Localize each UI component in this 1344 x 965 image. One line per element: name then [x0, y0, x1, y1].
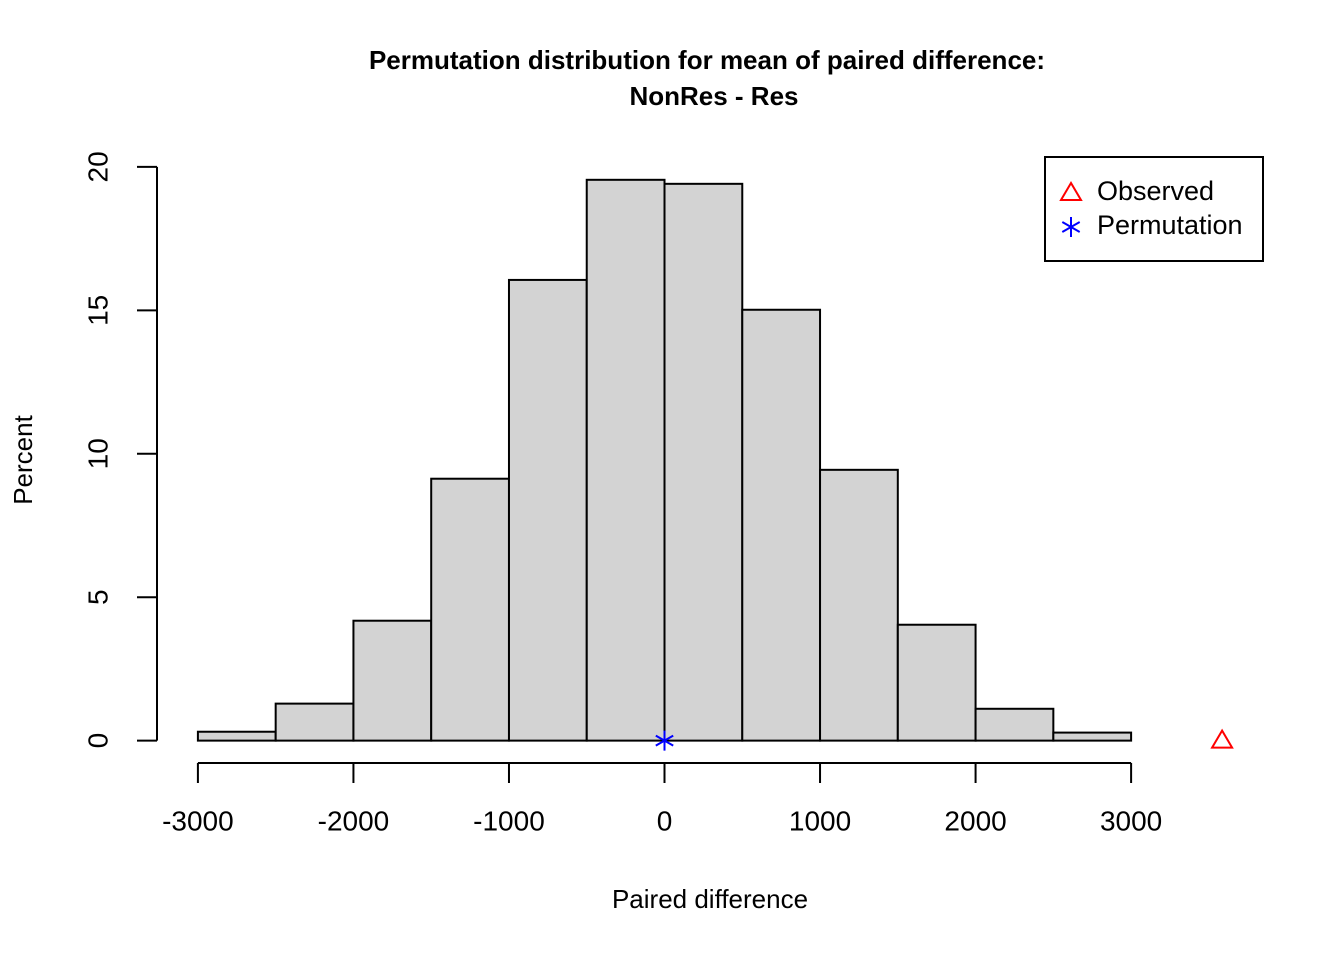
legend-box [1044, 156, 1264, 262]
chart-title: Permutation distribution for mean of pai… [369, 45, 1045, 75]
y-tick-label: 0 [82, 733, 113, 749]
legend-label: Observed [1097, 176, 1214, 206]
bar [819, 468, 899, 742]
x-tick-label: 2000 [944, 805, 1006, 836]
chart-subtitle: NonRes - Res [629, 81, 798, 111]
bar [507, 278, 588, 742]
asterisk-stroke [655, 734, 674, 747]
bar [430, 477, 510, 742]
bar [274, 702, 355, 742]
y-tick-label: 5 [82, 589, 113, 605]
triangle-marker [1059, 181, 1083, 201]
bar [196, 730, 277, 742]
triangle-shape [1059, 181, 1083, 201]
bar [663, 182, 744, 742]
x-tick-label: 0 [657, 805, 673, 836]
asterisk-marker [655, 730, 674, 751]
y-tick-label: 20 [82, 151, 113, 182]
bar [741, 308, 822, 742]
x-axis-label: Paired difference [612, 884, 808, 914]
bar [1052, 731, 1133, 742]
triangle-marker [1210, 728, 1234, 749]
asterisk-marker [1061, 217, 1081, 237]
x-tick-label: -1000 [473, 805, 545, 836]
x-tick-label: 3000 [1100, 805, 1162, 836]
bar [974, 707, 1055, 742]
bar [896, 623, 977, 742]
x-tick-label: -3000 [162, 805, 234, 836]
y-tick-label: 10 [82, 438, 113, 469]
asterisk-stroke [1061, 221, 1081, 233]
y-axis-label: Percent [8, 414, 38, 504]
y-tick-label: 15 [82, 295, 113, 326]
legend-label: Permutation [1097, 210, 1243, 240]
x-tick-label: -2000 [318, 805, 390, 836]
triangle-shape [1210, 728, 1234, 749]
x-tick-label: 1000 [789, 805, 851, 836]
bar [585, 178, 666, 742]
bar [352, 619, 433, 742]
